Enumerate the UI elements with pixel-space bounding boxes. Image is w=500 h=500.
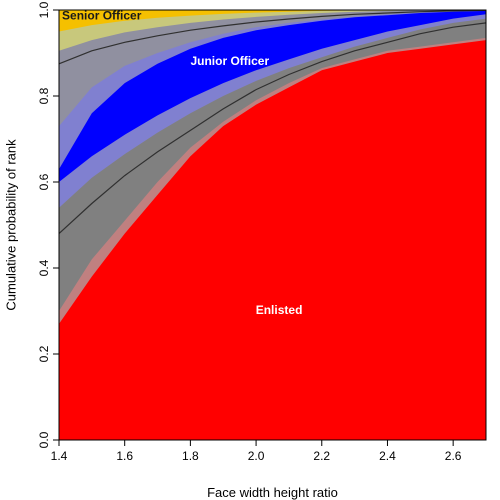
y-axis: 0.0 0.2 0.4 0.6 0.8 1.0 <box>37 1 59 448</box>
x-axis-title: Face width height ratio <box>207 485 338 500</box>
x-tick-label: 1.8 <box>182 449 199 463</box>
y-tick-label: 0.8 <box>37 87 51 104</box>
x-tick-label: 1.4 <box>51 449 68 463</box>
x-tick-label: 2.6 <box>445 449 462 463</box>
enlisted-area <box>59 40 486 440</box>
y-tick-label: 0.6 <box>37 173 51 190</box>
y-tick-label: 1.0 <box>37 1 51 18</box>
y-tick-label: 0.2 <box>37 345 51 362</box>
region-labels: Enlisted Junior Officer Senior Officer <box>62 9 302 318</box>
plot-area <box>59 10 486 441</box>
boundary-line-2 <box>58 9 487 65</box>
plot-frame <box>58 9 487 441</box>
y-axis-title: Cumulative probability of rank <box>3 139 18 311</box>
x-tick-label: 2.4 <box>379 449 396 463</box>
boundary-line-1 <box>58 22 487 235</box>
y-tick-label: 0.0 <box>37 431 51 448</box>
x-tick-label: 1.6 <box>116 449 133 463</box>
y-tick-label: 0.4 <box>37 259 51 276</box>
x-tick-label: 2.2 <box>313 449 330 463</box>
region-label-junior-officer: Junior Officer <box>190 54 269 68</box>
plot-lines <box>58 9 487 235</box>
region-label-senior-officer: Senior Officer <box>62 9 142 23</box>
x-tick-label: 2.0 <box>248 449 265 463</box>
region-label-enlisted: Enlisted <box>256 303 303 317</box>
x-axis: 1.4 1.6 1.8 2.0 2.2 2.4 2.6 <box>51 440 462 463</box>
